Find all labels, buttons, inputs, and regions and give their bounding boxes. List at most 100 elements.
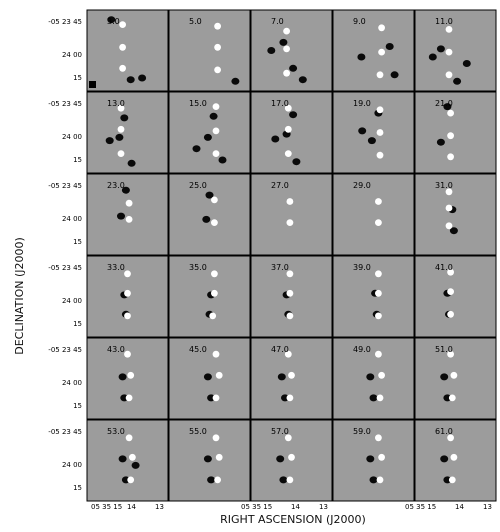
emission-blob-bright [214, 476, 222, 484]
emission-blob-bright [119, 64, 126, 72]
panel-background [414, 255, 497, 338]
velocity-label: 13.0 [107, 99, 125, 108]
emission-blob-bright [283, 69, 290, 77]
emission-blob-bright [211, 219, 218, 227]
emission-blob-bright [212, 127, 220, 135]
emission-blob-bright [211, 196, 218, 204]
emission-blob-bright [286, 476, 294, 484]
emission-blob-bright [284, 434, 292, 442]
emission-blob-dark [428, 53, 437, 61]
channel-panel: 57.0 [250, 419, 333, 502]
y-tick-label: -05 23 45 [48, 346, 82, 354]
emission-blob-bright [376, 106, 384, 114]
channel-panel: 47.0 [250, 337, 333, 420]
channel-panel: 29.0 [332, 173, 415, 256]
channel-panel: 11.0 [414, 9, 497, 92]
emission-blob-bright [127, 476, 135, 484]
channel-panel: 49.0 [332, 337, 415, 420]
velocity-label: 11.0 [435, 17, 453, 26]
panel-background [86, 91, 169, 174]
y-tick-label: -05 23 45 [48, 428, 82, 436]
channel-panel: 25.0 [168, 173, 251, 256]
y-tick-label: 15 [73, 238, 82, 246]
emission-blob-bright [124, 270, 131, 278]
x-tick-label: 14 [291, 503, 300, 511]
velocity-label: 39.0 [353, 263, 371, 272]
emission-blob-dark [436, 138, 445, 146]
channel-panel: 45.0 [168, 337, 251, 420]
x-tick-label: 13 [319, 503, 328, 511]
emission-blob-bright [212, 394, 220, 402]
y-tick-label: 15 [73, 156, 82, 164]
emission-blob-dark [192, 145, 201, 153]
emission-blob-bright [445, 71, 453, 79]
channel-panel: 41.0 [414, 255, 497, 338]
velocity-label: 27.0 [271, 181, 289, 190]
emission-blob-bright [447, 109, 454, 117]
channel-panel: 55.0 [168, 419, 251, 502]
emission-blob-bright [119, 43, 126, 51]
channel-panel: 53.0 [86, 419, 169, 502]
emission-blob-dark [117, 212, 125, 220]
panel-background [332, 91, 415, 174]
y-tick-label: 24 00 [62, 215, 82, 223]
panel-background [414, 91, 497, 174]
emission-blob-bright [211, 289, 218, 297]
emission-blob-bright [375, 270, 382, 278]
emission-blob-dark [203, 373, 212, 381]
panel-background [86, 173, 169, 256]
channel-panel: 13.0 [86, 91, 169, 174]
emission-blob-dark [105, 137, 114, 145]
y-tick-label: 24 00 [62, 51, 82, 59]
emission-blob-bright [124, 350, 131, 358]
velocity-label: 33.0 [107, 263, 125, 272]
emission-blob-bright [212, 103, 220, 110]
emission-blob-bright [376, 71, 384, 79]
panel-background [332, 173, 415, 256]
emission-blob-bright [212, 150, 220, 158]
emission-blob-dark [279, 38, 288, 46]
panel-background [86, 337, 169, 420]
emission-blob-dark [443, 103, 452, 111]
emission-blob-bright [117, 150, 125, 158]
x-tick-label: 05 35 15 [405, 503, 436, 511]
emission-blob-dark [203, 455, 212, 463]
y-tick-label: 15 [73, 320, 82, 328]
emission-blob-dark [276, 455, 285, 463]
emission-blob-bright [375, 434, 382, 442]
channel-panel: 33.0 [86, 255, 169, 338]
velocity-label: 5.0 [189, 17, 202, 26]
panel-background [332, 9, 415, 92]
channel-panel: 27.0 [250, 173, 333, 256]
panel-background [168, 9, 251, 92]
emission-blob-bright [215, 453, 223, 461]
x-tick-label: 13 [483, 503, 492, 511]
velocity-label: 47.0 [271, 345, 289, 354]
emission-blob-dark [118, 455, 127, 463]
emission-blob-bright [378, 48, 385, 56]
emission-blob-bright [283, 45, 290, 53]
emission-blob-bright [286, 270, 294, 278]
velocity-label: 45.0 [189, 345, 207, 354]
y-tick-labels: -05 23 45 24 00 15 -05 23 45 24 00 15 -05 23 4… [48, 18, 82, 492]
velocity-label: 21.0 [435, 99, 453, 108]
emission-blob-bright [375, 350, 382, 358]
emission-blob-bright [214, 66, 222, 74]
emission-blob-bright [286, 198, 294, 205]
velocity-label: 49.0 [353, 345, 371, 354]
channel-panel: 39.0 [332, 255, 415, 338]
emission-blob-bright [447, 132, 454, 140]
x-tick-label: 14 [127, 503, 136, 511]
emission-blob-bright [288, 453, 295, 461]
panel-background [250, 9, 333, 92]
channel-panel: 21.0 [414, 91, 497, 174]
emission-blob-bright [445, 48, 453, 56]
emission-blob-dark [138, 74, 147, 82]
emission-blob-bright [214, 43, 222, 51]
emission-blob-bright [284, 125, 292, 133]
panel-background [250, 173, 333, 256]
emission-blob-dark [115, 133, 124, 141]
emission-blob-bright [125, 216, 133, 223]
channel-panel: 61.0 [414, 419, 497, 502]
emission-blob-dark [462, 60, 471, 67]
